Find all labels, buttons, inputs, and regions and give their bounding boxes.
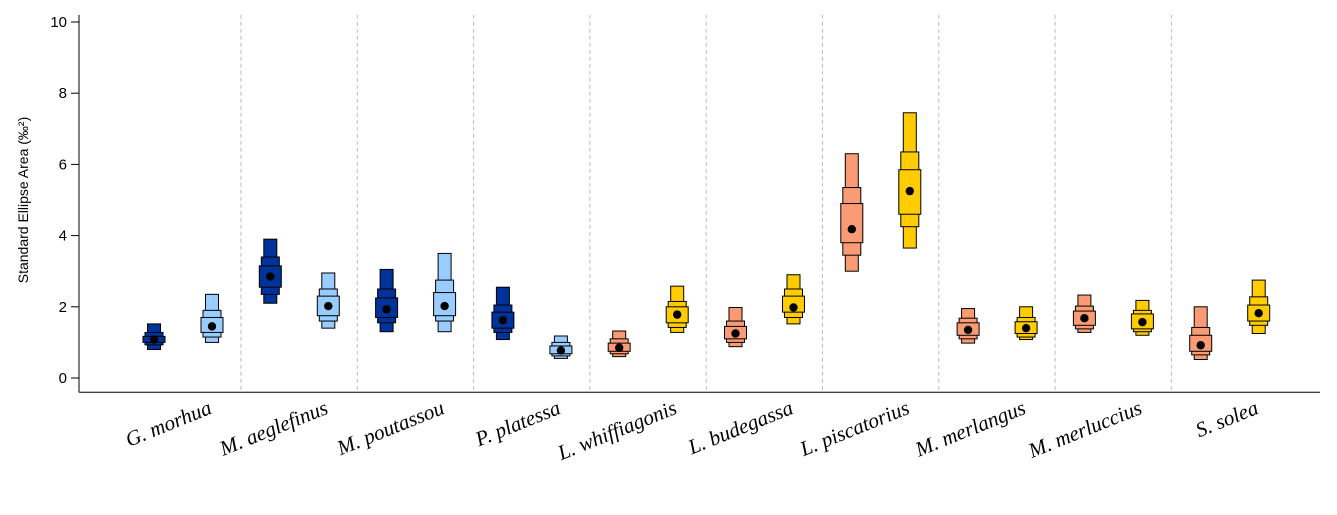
density-box [1247,279,1271,335]
density-box [316,272,340,329]
density-box [782,274,805,325]
mode-point [440,301,449,311]
category-label: G. morhua [122,395,215,451]
mode-point [207,322,217,331]
mode-point [963,325,973,335]
density-box [724,307,747,348]
mode-point [324,301,333,311]
density-box [549,335,573,359]
mode-point [1021,323,1031,333]
mode-point [1138,317,1147,327]
density-box [1189,306,1213,360]
density-box [200,293,224,343]
category-labels: G. morhua M. aeglefinus M. poutassou P. pla… [122,395,1262,465]
mode-point [556,346,566,355]
mode-point [1254,309,1263,318]
category-label: L. whiffiagonis [553,395,680,465]
density-boxes [142,112,1271,360]
mode-point [905,186,914,196]
density-box [607,330,631,358]
density-box [956,308,980,344]
category-label: L. piscatorius [796,395,913,461]
density-box [433,252,457,333]
category-label: M. merlangus [911,395,1029,461]
density-box [375,268,399,333]
mode-point [382,305,391,314]
y-tick-label: 10 [50,14,67,31]
mode-point [847,224,856,234]
y-tick-label: 6 [59,156,67,173]
density-box [665,285,689,333]
category-label: M. aeglefinus [215,395,331,460]
density-box [142,323,166,351]
density-box [1072,294,1096,333]
mode-point [498,316,508,325]
mode-point [789,303,798,312]
density-box [491,286,515,341]
y-axis-label: Standard Ellipse Area (‰²) [15,117,31,284]
category-label: S. solea [1192,395,1262,442]
mode-point [1196,341,1205,350]
density-box [258,238,282,304]
mode-point [266,272,275,281]
category-label: M. merluccius [1024,395,1145,463]
density-box [1130,299,1154,336]
category-label: L. budegassa [684,395,797,459]
mode-point [1080,313,1089,323]
mode-point [673,310,682,319]
axes: 0 2 4 6 8 10 [50,14,1320,393]
mode-point [615,343,624,352]
y-tick-label: 4 [59,228,67,245]
mode-point [731,329,740,338]
y-tick-label: 2 [59,299,67,316]
ci50-rect [840,203,864,244]
y-tick-label: 8 [59,85,67,102]
mode-point [149,335,159,344]
density-box [1014,306,1038,341]
category-label: M. poutassou [333,395,448,460]
density-box [840,153,864,272]
y-tick-label: 0 [59,370,67,387]
category-label: P. platessa [471,395,564,451]
density-box [898,112,922,249]
